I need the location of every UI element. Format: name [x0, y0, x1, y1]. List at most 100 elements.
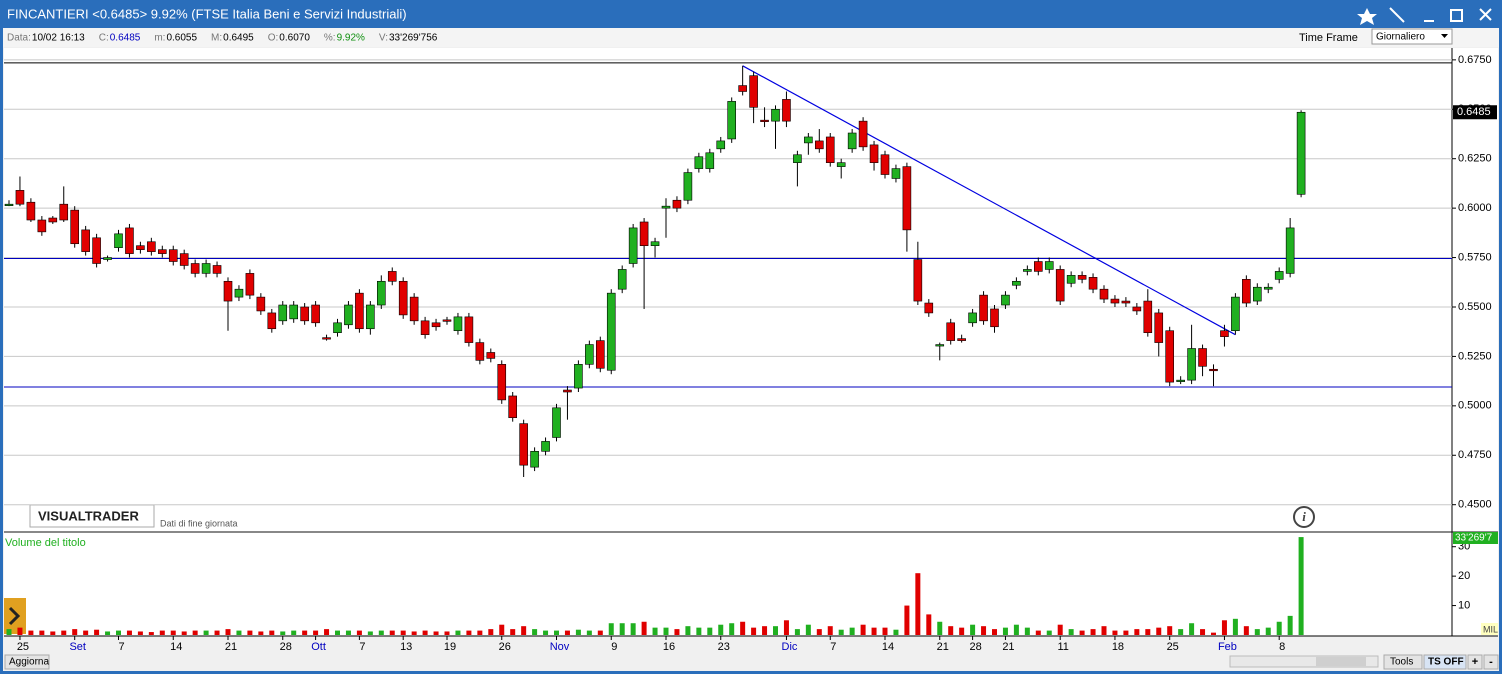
info-value: 0.6070	[279, 33, 310, 44]
info-value: 0.6495	[223, 33, 254, 44]
ts-label: TS OFF	[1428, 657, 1464, 668]
maximize-button[interactable]	[1450, 9, 1463, 22]
volume-bar	[28, 630, 34, 635]
x-tick-label: 28	[969, 641, 981, 653]
candle-body	[508, 395, 518, 419]
ts-button[interactable]	[1423, 654, 1467, 670]
candle-body	[1176, 379, 1185, 382]
volume-bar	[488, 629, 494, 635]
volume-bar	[192, 630, 198, 635]
volume-bar	[1211, 632, 1216, 635]
x-tick-label: 25	[1167, 641, 1179, 653]
update-button[interactable]	[4, 654, 50, 670]
volume-bar	[794, 629, 800, 635]
y-tick-label: 0.5750	[1458, 251, 1492, 263]
candle-body	[278, 304, 288, 322]
candle-body	[858, 120, 868, 148]
x-tick-label: Feb	[1218, 641, 1237, 653]
volume-bar	[324, 629, 330, 635]
candle-body	[804, 136, 813, 144]
candle-body	[497, 364, 507, 401]
volume-bar	[1013, 624, 1019, 635]
candle-body	[1274, 271, 1284, 280]
volume-bar	[258, 631, 264, 635]
window-controls	[1357, 7, 1492, 25]
candle-body	[48, 217, 58, 223]
volume-bar	[335, 630, 340, 635]
time-frame-select[interactable]	[1371, 28, 1453, 45]
zoom-in-button[interactable]	[1467, 654, 1483, 670]
volume-bar	[641, 621, 647, 635]
y-tick-label: 0.6000	[1458, 202, 1492, 214]
volume-bar	[838, 629, 844, 635]
volume-bar	[444, 631, 450, 635]
candle-body	[431, 322, 441, 328]
volume-tick-label: 10	[1458, 599, 1470, 611]
candle-body	[716, 140, 726, 150]
volume-bar	[302, 630, 308, 635]
favorite-button[interactable]	[1357, 8, 1377, 25]
volume-bar	[94, 629, 100, 635]
volume-bar	[499, 624, 505, 635]
candle-body	[256, 296, 266, 312]
candle-body	[147, 241, 156, 252]
scroll-thumb[interactable]	[1316, 657, 1366, 666]
volume-bar	[1145, 629, 1151, 635]
pin-button[interactable]	[1389, 7, 1405, 23]
volume-bar	[816, 629, 822, 635]
candle-body	[245, 273, 255, 296]
candle-body	[1077, 275, 1087, 280]
volume-bar	[1079, 630, 1085, 635]
info-label: m:	[154, 33, 165, 44]
info-button[interactable]	[1293, 506, 1315, 528]
candle-body	[1154, 312, 1164, 343]
zoom-out-button[interactable]	[1483, 654, 1499, 670]
x-tick-label: 28	[280, 641, 292, 653]
candle-body	[420, 320, 430, 335]
close-button[interactable]	[1479, 8, 1492, 21]
volume-bar	[915, 573, 921, 635]
candle-body	[1034, 261, 1043, 272]
volume-bar	[203, 630, 209, 635]
last-price-label: 0.6485	[1457, 106, 1491, 118]
candle-body	[727, 101, 737, 140]
info-label: V:	[379, 33, 388, 44]
candle-body	[519, 423, 528, 466]
volume-bar	[422, 630, 428, 635]
candle-body	[300, 306, 309, 322]
candle-body	[81, 229, 90, 252]
candle-body	[847, 132, 857, 150]
candle-body	[1165, 330, 1174, 383]
candle-body	[311, 304, 320, 324]
expand-panel[interactable]	[4, 598, 26, 634]
volume-bar	[148, 632, 154, 635]
candle-body	[869, 144, 879, 163]
info-value: 9.92%	[337, 33, 365, 44]
volume-bar	[959, 627, 965, 635]
scrollbar[interactable]	[1229, 655, 1379, 668]
volume-bar	[433, 631, 439, 635]
volume-bar	[663, 627, 669, 635]
tools-button[interactable]	[1383, 654, 1423, 670]
volume-bar	[214, 630, 220, 635]
candle-body	[234, 288, 244, 298]
candle-body	[333, 322, 342, 333]
volume-bar	[970, 624, 976, 635]
candle-body	[453, 316, 463, 332]
volume-bar	[477, 630, 483, 635]
candle-body	[606, 292, 616, 371]
volume-bar	[981, 626, 987, 635]
volume-bar	[751, 627, 757, 635]
volume-bar	[137, 631, 143, 635]
candle-body	[814, 140, 824, 150]
update-label: Aggiorna	[9, 657, 49, 668]
volume-bar	[586, 630, 592, 635]
candle-body	[398, 280, 408, 316]
unit-box	[1481, 623, 1498, 635]
zoom-in-label: +	[1472, 656, 1478, 668]
volume-bar	[543, 630, 549, 635]
candle-body	[639, 221, 649, 247]
volume-bar	[378, 630, 384, 635]
candle-body	[1143, 300, 1153, 333]
candle-body	[289, 304, 299, 320]
